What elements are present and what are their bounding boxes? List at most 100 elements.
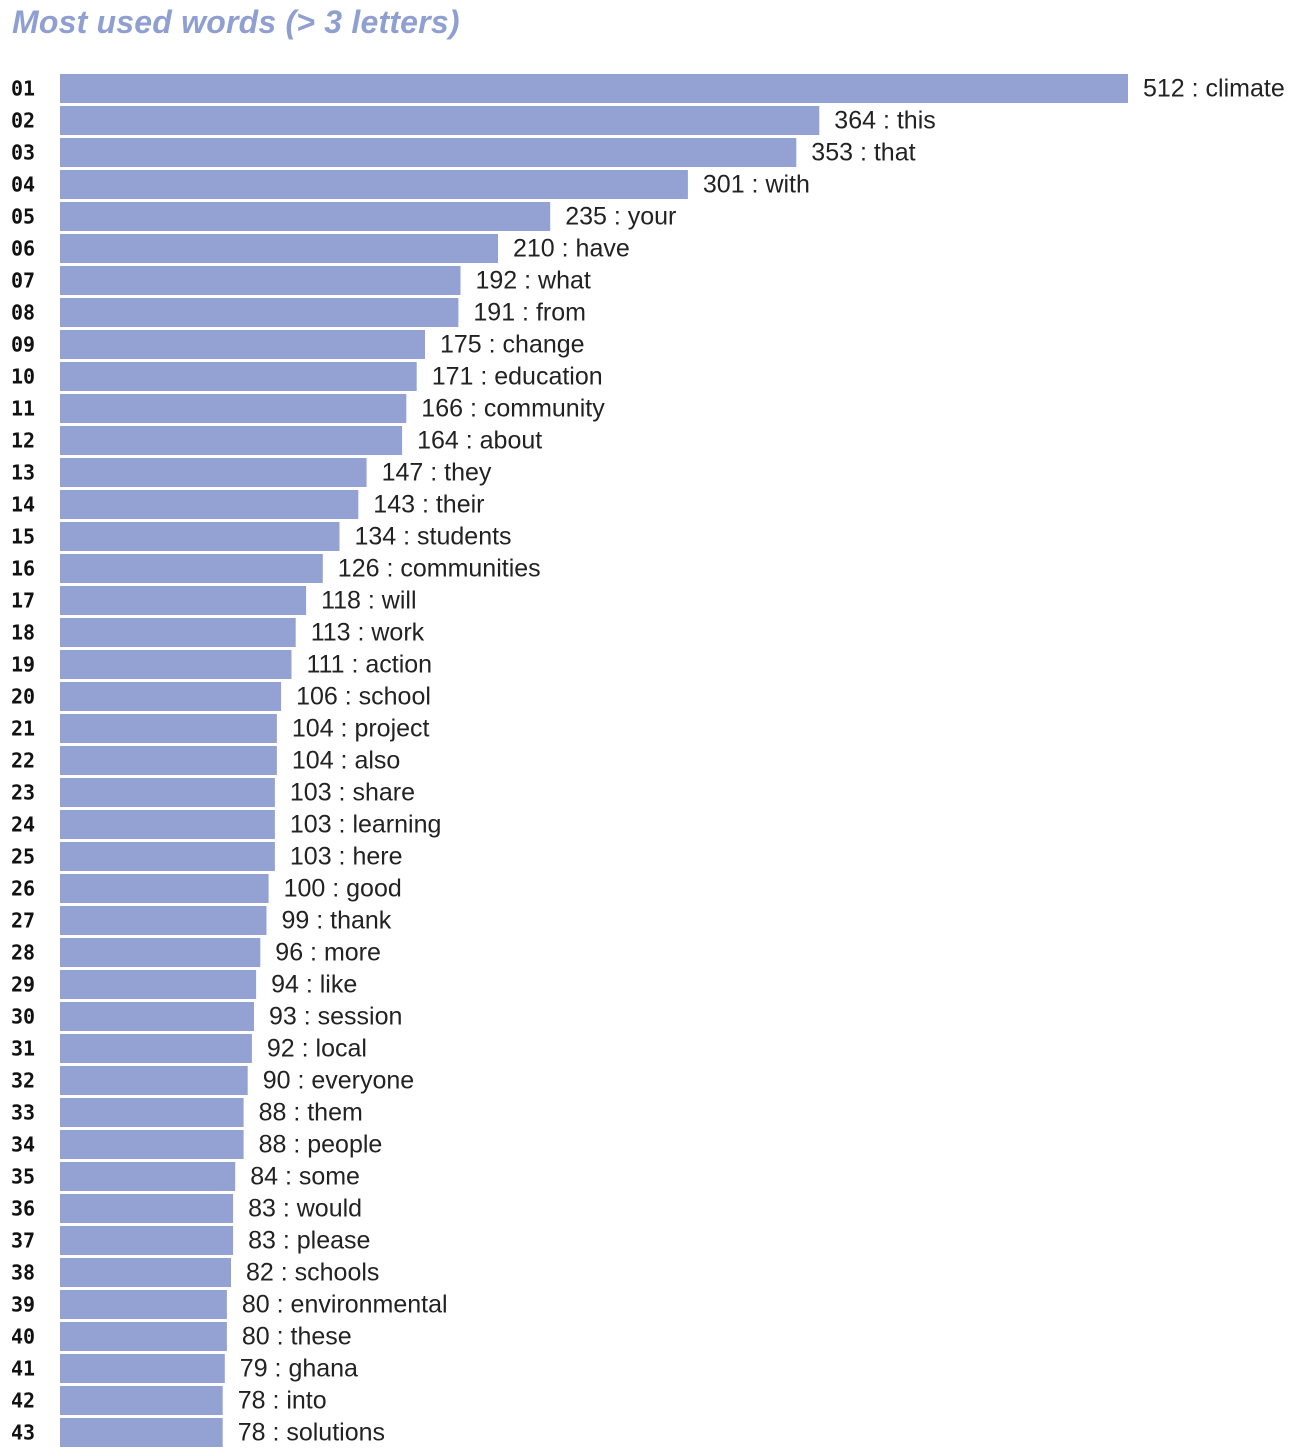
rank-label: 24 bbox=[11, 813, 35, 837]
value-label: 103 : here bbox=[290, 843, 403, 871]
bars-group: 01 512 : climate 02 364 : this 03 353 : that 0… bbox=[11, 74, 1285, 1447]
value-label: 192 : what bbox=[476, 267, 591, 295]
value-label: 92 : local bbox=[267, 1035, 367, 1063]
value-label: 301 : with bbox=[703, 171, 810, 199]
rank-label: 21 bbox=[11, 717, 35, 741]
value-label: 171 : education bbox=[432, 363, 603, 391]
value-label: 103 : share bbox=[290, 779, 415, 807]
bar bbox=[60, 202, 551, 231]
value-label: 83 : please bbox=[248, 1227, 370, 1255]
value-label: 93 : session bbox=[269, 1003, 402, 1031]
value-label: 88 : people bbox=[259, 1131, 383, 1159]
value-label: 82 : schools bbox=[246, 1259, 379, 1287]
bar bbox=[60, 170, 688, 199]
bar bbox=[60, 1034, 252, 1063]
bar bbox=[60, 330, 425, 359]
value-label: 104 : project bbox=[292, 715, 430, 743]
value-label: 99 : thank bbox=[282, 907, 392, 935]
bar bbox=[60, 1418, 223, 1447]
bar bbox=[60, 458, 367, 487]
bar bbox=[60, 1258, 231, 1287]
value-label: 134 : students bbox=[355, 523, 512, 551]
value-label: 364 : this bbox=[834, 107, 935, 135]
bar bbox=[60, 714, 277, 743]
value-label: 126 : communities bbox=[338, 555, 541, 583]
value-label: 104 : also bbox=[292, 747, 400, 775]
bar bbox=[60, 1322, 227, 1351]
rank-label: 39 bbox=[11, 1293, 35, 1317]
rank-label: 37 bbox=[11, 1229, 35, 1253]
bar bbox=[60, 138, 797, 167]
value-label: 143 : their bbox=[373, 491, 484, 519]
value-label: 113 : work bbox=[311, 619, 425, 647]
rank-label: 01 bbox=[11, 77, 35, 101]
rank-label: 17 bbox=[11, 589, 35, 613]
rank-label: 10 bbox=[11, 365, 35, 389]
value-label: 353 : that bbox=[811, 139, 915, 167]
bar bbox=[60, 682, 282, 711]
value-label: 147 : they bbox=[382, 459, 492, 487]
rank-label: 30 bbox=[11, 1005, 35, 1029]
value-label: 90 : everyone bbox=[263, 1067, 415, 1095]
rank-label: 03 bbox=[11, 141, 35, 165]
bar bbox=[60, 1386, 223, 1415]
bar bbox=[60, 298, 459, 327]
rank-label: 08 bbox=[11, 301, 35, 325]
bar bbox=[60, 362, 417, 391]
bar bbox=[60, 74, 1128, 103]
rank-label: 26 bbox=[11, 877, 35, 901]
bar bbox=[60, 586, 307, 615]
rank-label: 09 bbox=[11, 333, 35, 357]
rank-label: 29 bbox=[11, 973, 35, 997]
value-label: 175 : change bbox=[440, 331, 585, 359]
value-label: 100 : good bbox=[284, 875, 402, 903]
value-label: 88 : them bbox=[259, 1099, 363, 1127]
value-label: 79 : ghana bbox=[240, 1355, 358, 1383]
value-label: 84 : some bbox=[250, 1163, 360, 1191]
rank-label: 15 bbox=[11, 525, 35, 549]
bar bbox=[60, 618, 296, 647]
value-label: 235 : your bbox=[565, 203, 676, 231]
value-label: 83 : would bbox=[248, 1195, 362, 1223]
value-label: 512 : climate bbox=[1143, 75, 1285, 103]
value-label: 210 : have bbox=[513, 235, 630, 263]
value-label: 96 : more bbox=[275, 939, 381, 967]
rank-label: 33 bbox=[11, 1101, 35, 1125]
rank-label: 35 bbox=[11, 1165, 35, 1189]
bar bbox=[60, 266, 461, 295]
rank-label: 40 bbox=[11, 1325, 35, 1349]
bar bbox=[60, 938, 261, 967]
value-label: 94 : like bbox=[271, 971, 357, 999]
rank-label: 11 bbox=[11, 397, 35, 421]
rank-label: 05 bbox=[11, 205, 35, 229]
rank-label: 23 bbox=[11, 781, 35, 805]
value-label: 78 : solutions bbox=[238, 1419, 385, 1447]
bar bbox=[60, 1226, 234, 1255]
bar bbox=[60, 842, 275, 871]
rank-label: 28 bbox=[11, 941, 35, 965]
rank-label: 22 bbox=[11, 749, 35, 773]
bar bbox=[60, 490, 359, 519]
value-label: 164 : about bbox=[417, 427, 542, 455]
bar bbox=[60, 106, 820, 135]
rank-label: 06 bbox=[11, 237, 35, 261]
rank-label: 12 bbox=[11, 429, 35, 453]
bar bbox=[60, 778, 275, 807]
bar bbox=[60, 970, 257, 999]
rank-label: 25 bbox=[11, 845, 35, 869]
rank-label: 16 bbox=[11, 557, 35, 581]
value-label: 80 : environmental bbox=[242, 1291, 448, 1319]
chart-title: Most used words (> 3 letters) bbox=[12, 4, 460, 40]
rank-label: 27 bbox=[11, 909, 35, 933]
rank-label: 32 bbox=[11, 1069, 35, 1093]
rank-label: 20 bbox=[11, 685, 35, 709]
rank-label: 04 bbox=[11, 173, 35, 197]
bar bbox=[60, 394, 407, 423]
bar bbox=[60, 650, 292, 679]
rank-label: 36 bbox=[11, 1197, 35, 1221]
rank-label: 42 bbox=[11, 1389, 35, 1413]
value-label: 166 : community bbox=[421, 395, 605, 423]
value-label: 191 : from bbox=[473, 299, 586, 327]
bar bbox=[60, 234, 498, 263]
